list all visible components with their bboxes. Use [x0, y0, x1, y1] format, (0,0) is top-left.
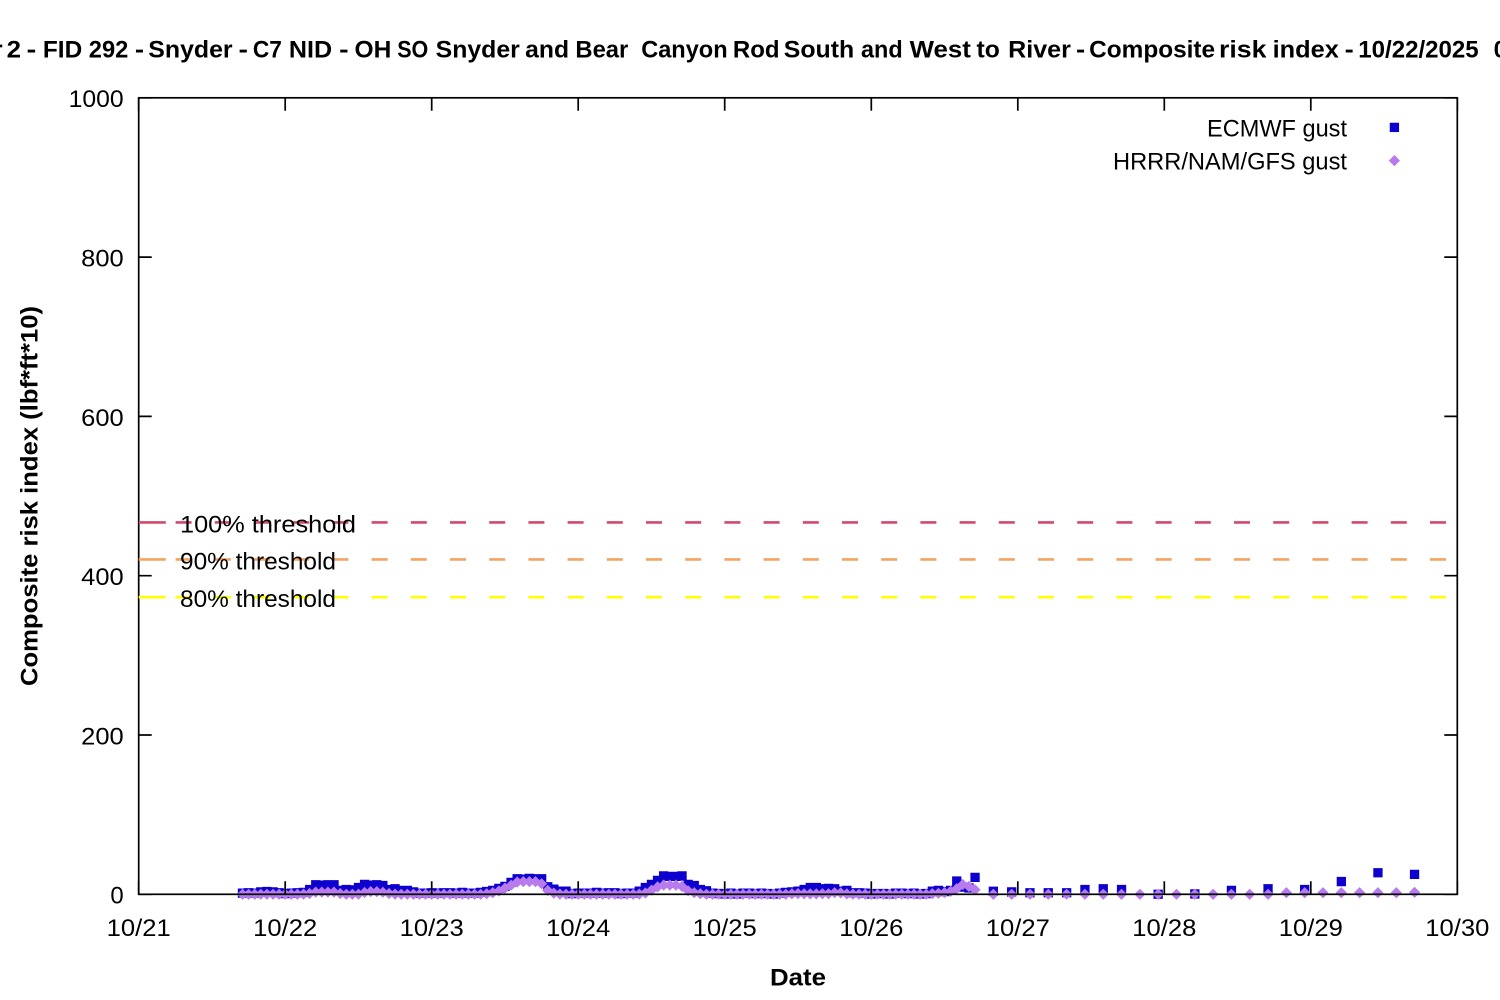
svg-text:risk: risk [1219, 36, 1267, 63]
svg-text:292: 292 [89, 36, 129, 63]
svg-text:Snyder: Snyder [148, 36, 232, 63]
svg-text:Canyon: Canyon [641, 36, 727, 63]
svg-text:Snyder: Snyder [436, 36, 520, 63]
svg-text:Composite risk index (lbf*ft*1: Composite risk index (lbf*ft*10) [17, 306, 44, 686]
svg-text:600: 600 [81, 405, 124, 432]
svg-text:800: 800 [81, 246, 124, 273]
svg-text:0: 0 [110, 883, 123, 910]
svg-text:and: and [525, 36, 569, 63]
svg-text:r: r [0, 36, 3, 63]
svg-text:400: 400 [81, 564, 124, 591]
svg-text:10/26: 10/26 [839, 915, 903, 942]
svg-text:200: 200 [81, 723, 124, 750]
svg-text:10/23: 10/23 [400, 915, 464, 942]
svg-text:10/30: 10/30 [1425, 915, 1489, 942]
svg-text:10/22: 10/22 [253, 915, 317, 942]
svg-text:to: to [977, 36, 1000, 63]
svg-text:and: and [861, 36, 903, 63]
svg-text:-: - [339, 36, 349, 63]
svg-text:10/22/2025: 10/22/2025 [1358, 36, 1478, 63]
svg-text:-: - [135, 36, 144, 63]
svg-text:ECMWF gust: ECMWF gust [1207, 115, 1347, 142]
svg-text:100% threshold: 100% threshold [180, 511, 356, 538]
svg-text:index: index [1273, 36, 1340, 63]
svg-text:FID: FID [43, 36, 82, 63]
svg-text:Rod: Rod [733, 36, 780, 63]
svg-text:West: West [910, 36, 971, 63]
svg-text:10/28: 10/28 [1132, 915, 1196, 942]
svg-text:River: River [1008, 36, 1071, 63]
svg-text:Bear: Bear [575, 36, 628, 63]
svg-text:Date: Date [770, 964, 826, 991]
svg-text:-: - [1345, 36, 1354, 63]
svg-text:-: - [239, 36, 249, 63]
svg-text:2: 2 [7, 36, 21, 63]
svg-text:90% threshold: 90% threshold [180, 548, 336, 575]
svg-text:HRRR/NAM/GFS gust: HRRR/NAM/GFS gust [1113, 148, 1347, 175]
svg-text:10/24: 10/24 [546, 915, 610, 942]
svg-text:80% threshold: 80% threshold [180, 586, 336, 613]
svg-text:10/21: 10/21 [107, 915, 171, 942]
svg-text:-: - [27, 36, 37, 63]
svg-text:SO: SO [397, 36, 428, 63]
svg-text:NID: NID [289, 36, 332, 63]
svg-text:Composite: Composite [1089, 36, 1215, 63]
svg-text:South: South [784, 36, 854, 63]
svg-text:06: 06 [1494, 36, 1500, 63]
svg-text:1000: 1000 [69, 86, 124, 113]
svg-text:OH: OH [355, 36, 392, 63]
svg-text:10/25: 10/25 [693, 915, 757, 942]
svg-text:-: - [1076, 36, 1085, 63]
svg-text:C7: C7 [253, 36, 282, 63]
svg-text:10/29: 10/29 [1279, 915, 1343, 942]
svg-text:10/27: 10/27 [986, 915, 1050, 942]
